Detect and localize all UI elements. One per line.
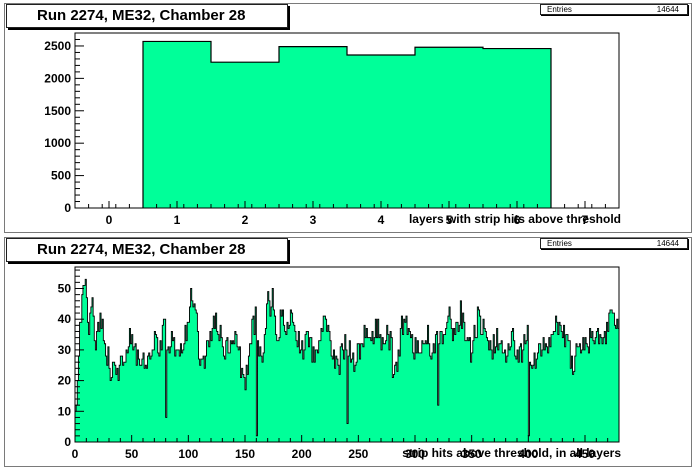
histogram-pad-layers[interactable]: 0 500 1000 1500 2000 2500 0 1 2 3 4 5 6 7 layers with … [4,3,692,233]
x-tick-label: 5 [446,213,453,227]
x-tick-label: 400 [518,447,538,461]
x-tick-label: 150 [235,447,255,461]
x-tick-label: 6 [514,213,521,227]
x-tick-label: 0 [106,213,113,227]
x-tick-label: 1 [174,213,181,227]
bar-5 [415,47,483,208]
x-axis-title: layers with strip hits above threshold [409,212,621,226]
panel-title: Run 2274, ME32, Chamber 28 [6,4,288,28]
y-tick-label: 1000 [44,136,71,150]
x-tick-label: 200 [292,447,312,461]
histogram-outline [74,278,620,442]
x-tick-label: 50 [125,447,139,461]
x-tick-label: 300 [405,447,425,461]
bar-4 [347,55,415,209]
bar-1 [143,41,211,208]
bar-6 [483,48,551,208]
x-tick-label: 3 [310,213,317,227]
histogram-outline [142,40,552,208]
x-tick-label: 100 [178,447,198,461]
y-tick-label: 500 [51,169,71,183]
y-tick-label: 0 [64,435,71,449]
x-tick-label: 450 [575,447,595,461]
stats-value: 14644 [656,239,679,248]
stats-label: Entries [547,239,572,248]
bar-2 [211,62,279,208]
y-tick-label: 30 [58,343,72,357]
x-tick-label: 350 [462,447,482,461]
x-tick-label: 250 [348,447,368,461]
y-tick-label: 50 [58,281,72,295]
x-axis-title: strip hits above threshold, in all layer… [402,446,621,460]
y-tick-label: 0 [64,201,71,215]
bar-3 [279,46,347,208]
x-tick-label: 4 [378,213,385,227]
y-tick-label: 10 [58,404,72,418]
y-tick-label: 20 [58,374,72,388]
stats-label: Entries [547,5,572,14]
panel-title: Run 2274, ME32, Chamber 28 [6,238,288,262]
y-tick-label: 40 [58,312,72,326]
strips-histogram-svg: 0 10 20 30 40 50 0 50 100 150 200 250 300 350 400 450st… [58,266,621,461]
x-tick-label: 0 [72,447,79,461]
stats-value: 14644 [656,5,679,14]
stats-box: Entries 14644 [540,238,688,249]
x-tick-label: 7 [582,213,589,227]
y-tick-label: 1500 [44,104,71,118]
y-tick-label: 2500 [44,39,71,53]
y-tick-label: 2000 [44,71,71,85]
stats-box: Entries 14644 [540,4,688,15]
x-tick-label: 2 [242,213,249,227]
